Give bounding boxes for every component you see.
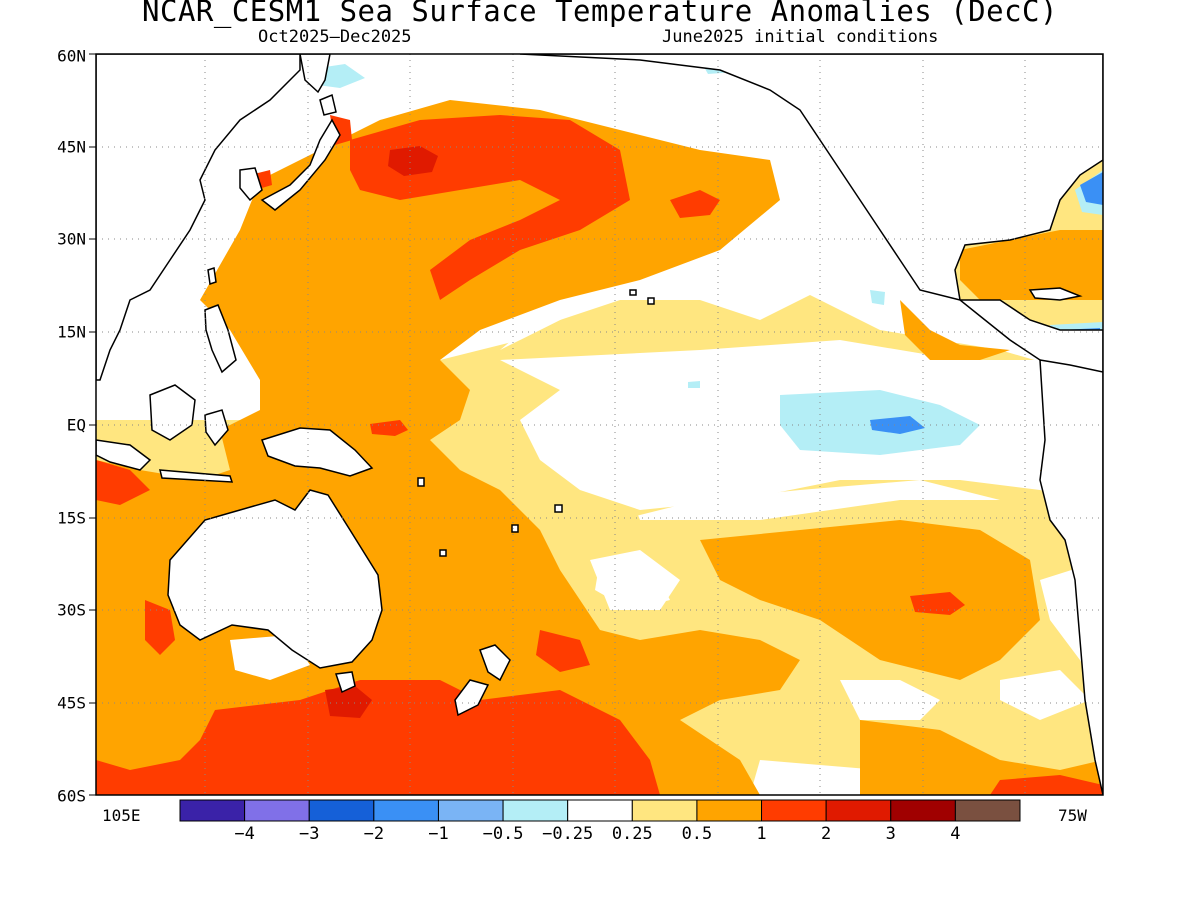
map-area [96, 54, 1103, 795]
colorbar-label: 0.5 [681, 824, 713, 844]
lat-label: 15N [57, 322, 86, 342]
forecast-period: Oct2025–Dec2025 [258, 27, 412, 47]
colorbar-swatch [373, 799, 439, 822]
lon-label-east: 75W [1058, 806, 1087, 825]
colorbar-swatch [437, 799, 504, 822]
colorbar-swatch [825, 799, 892, 822]
colorbar-swatch [502, 799, 569, 822]
map-title: NCAR_CESM1 Sea Surface Temperature Anoma… [142, 0, 1058, 28]
lat-label: 15S [57, 508, 86, 528]
initial-conditions: June2025 initial conditions [662, 27, 939, 47]
anomaly-red-orange [96, 115, 1103, 795]
colorbar-swatch [890, 799, 956, 822]
lat-label: 60S [57, 786, 86, 806]
lon-label-west: 105E [102, 806, 141, 825]
colorbar-label: 2 [821, 824, 832, 844]
colorbar-swatch [954, 799, 1021, 822]
lat-label: EQ [66, 415, 86, 435]
lat-label: 30S [57, 600, 86, 620]
colorbar-label: 4 [950, 824, 961, 844]
colorbar [179, 799, 1021, 822]
colorbar-label: −0.25 [542, 824, 594, 844]
lat-label: 60N [57, 46, 86, 66]
colorbar-swatch [244, 799, 310, 822]
colorbar-label: −3 [298, 824, 320, 844]
lat-ticks [89, 53, 96, 796]
lat-label: 45S [57, 693, 86, 713]
lat-label: 30N [57, 229, 86, 249]
colorbar-swatch [696, 799, 763, 822]
colorbar-label: −4 [234, 824, 255, 844]
colorbar-swatch [631, 799, 698, 822]
colorbar-label: −2 [363, 824, 385, 844]
lat-label: 45N [57, 137, 86, 157]
colorbar-swatch [179, 799, 246, 822]
colorbar-swatch [308, 799, 375, 822]
land [96, 54, 1103, 795]
colorbar-label: 1 [756, 824, 767, 844]
anomaly-dark-red [325, 146, 438, 718]
colorbar-swatch [567, 799, 633, 822]
colorbar-swatch [761, 799, 827, 822]
colorbar-label: −1 [428, 824, 449, 844]
colorbar-label: 3 [885, 824, 896, 844]
colorbar-label: −0.5 [482, 824, 524, 844]
colorbar-label: 0.25 [611, 824, 653, 844]
